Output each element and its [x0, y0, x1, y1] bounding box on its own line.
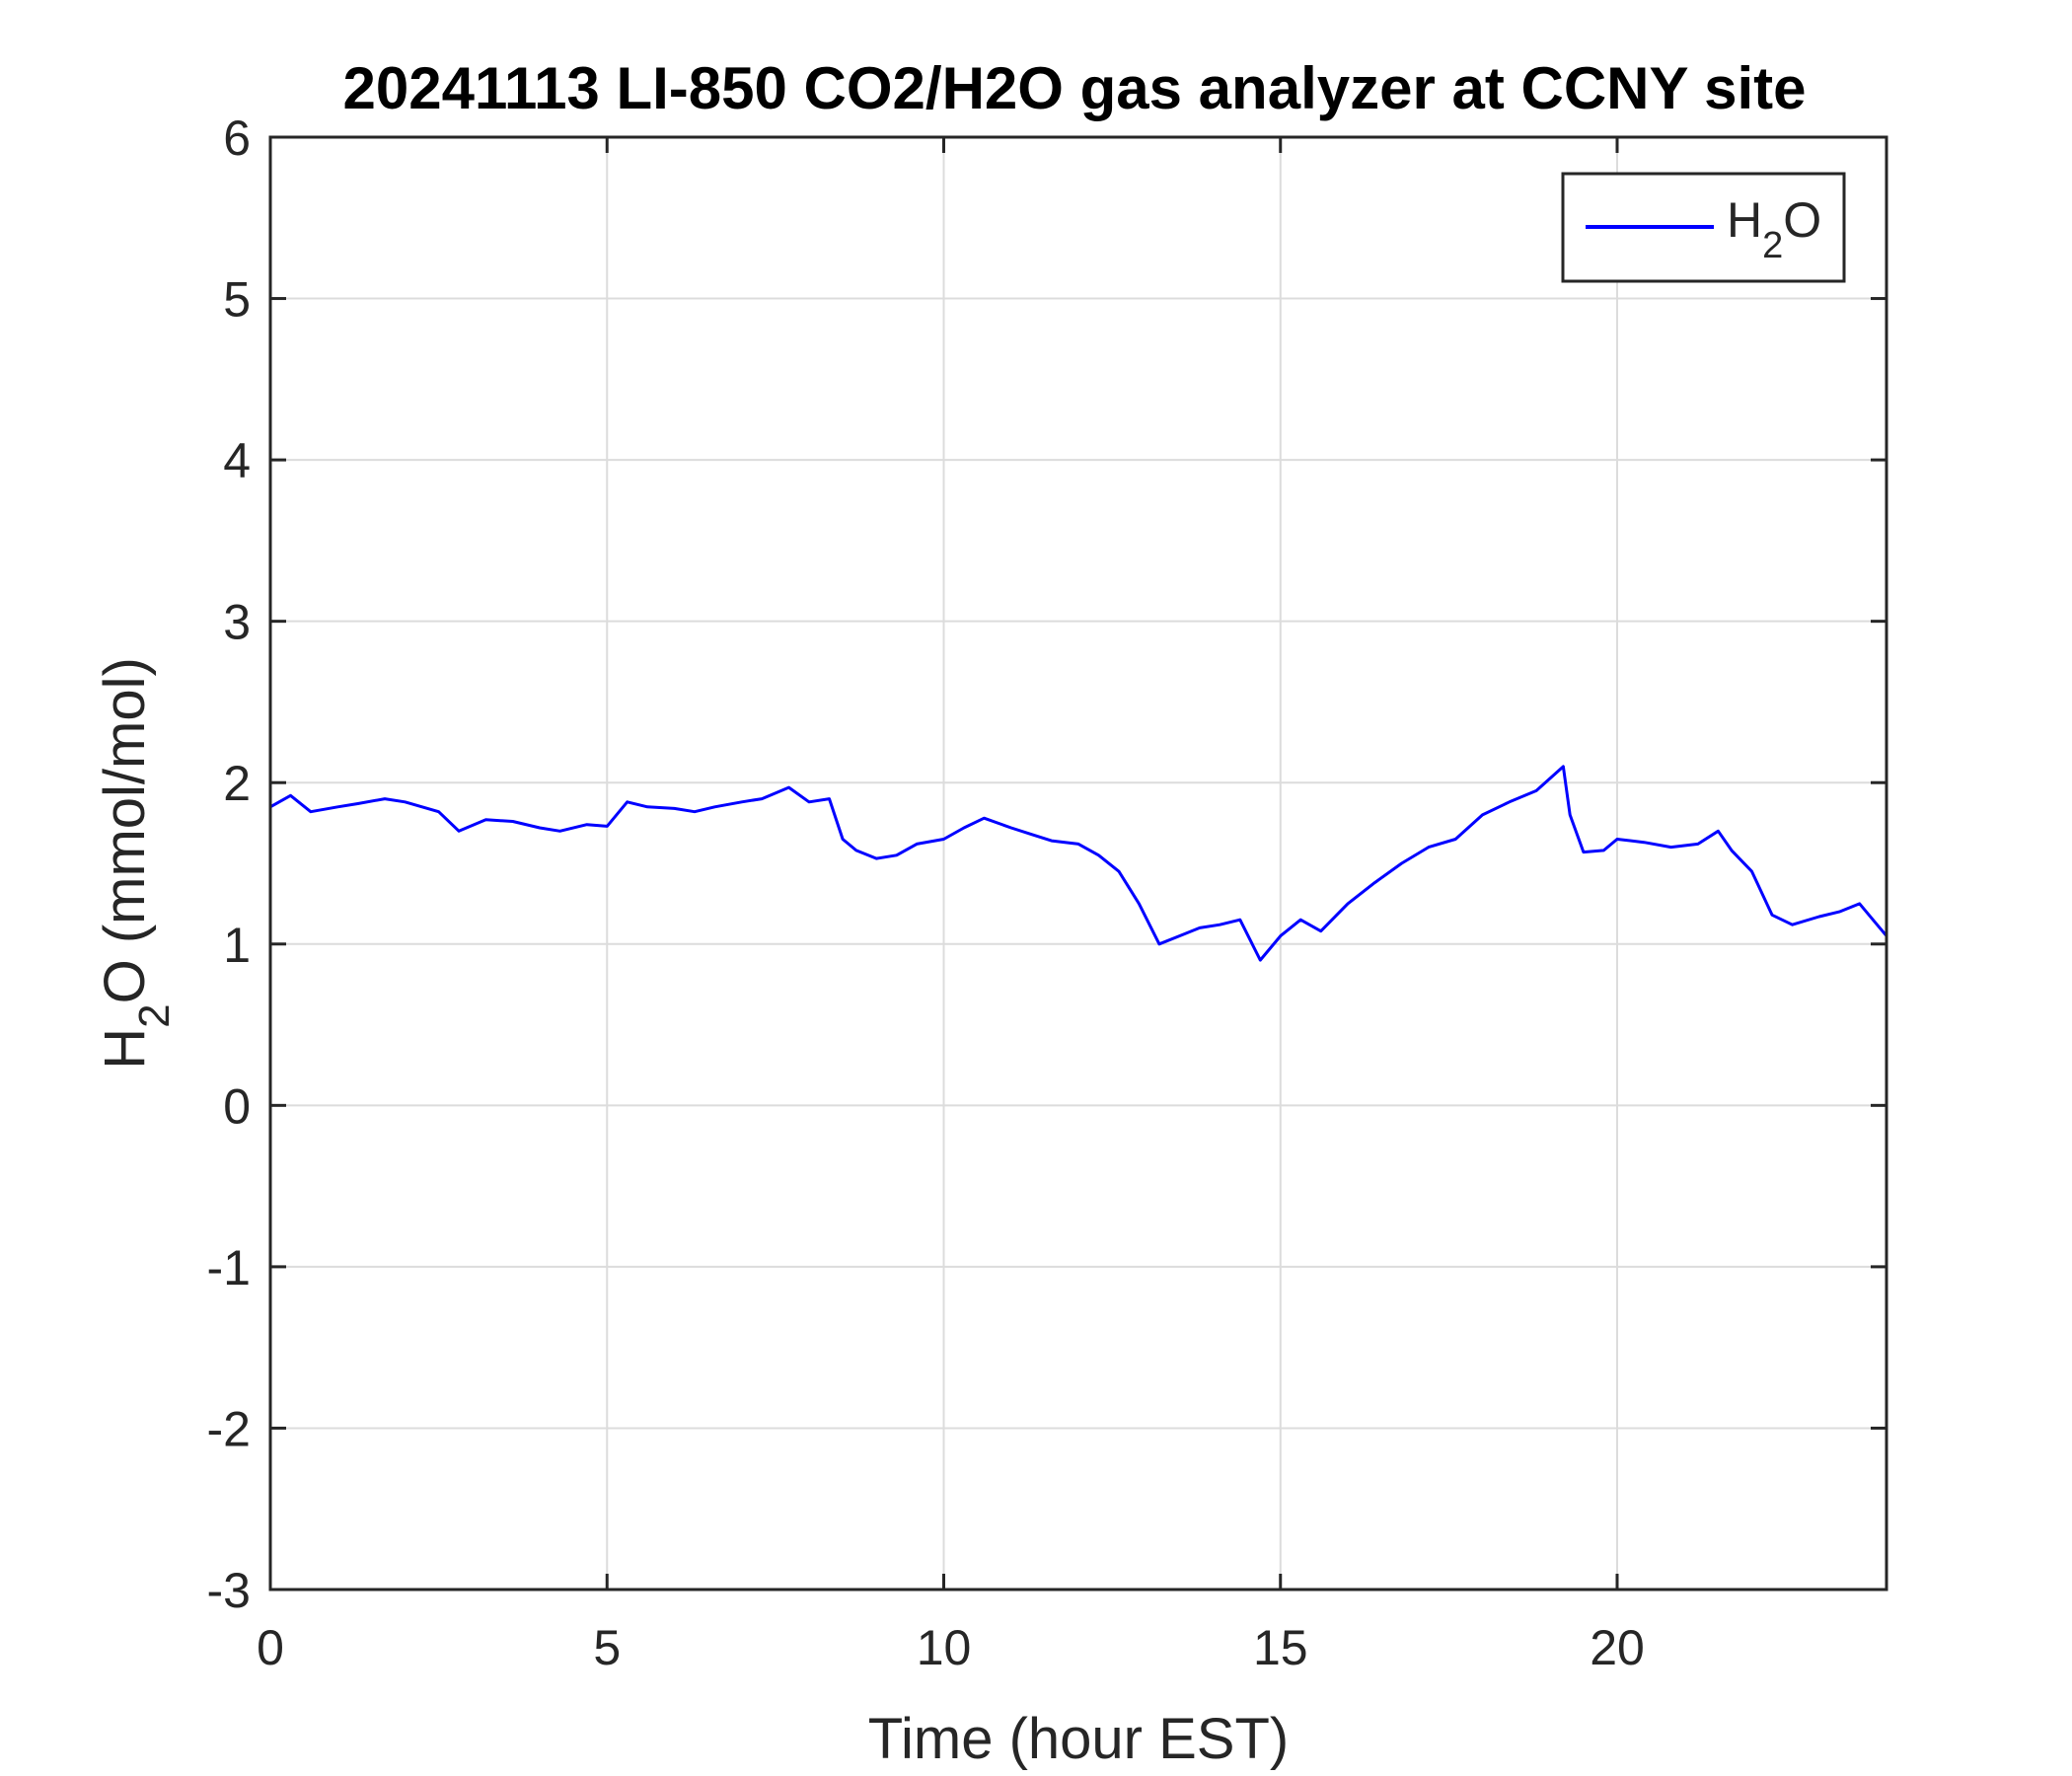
tick-marks — [268, 135, 1887, 1591]
x-tick-label: 10 — [917, 1620, 972, 1675]
y-tick-label: -2 — [207, 1401, 251, 1456]
y-tick-label: 6 — [223, 111, 251, 166]
y-tick-label: -3 — [207, 1563, 251, 1618]
axes-frame — [268, 135, 1888, 1591]
y-tick-label: 5 — [223, 272, 251, 328]
x-tick-label: 20 — [1590, 1620, 1645, 1675]
y-axis-label: H2O (mmol/mol) — [93, 657, 179, 1070]
legend: H2O — [1561, 172, 1846, 283]
plot-area — [269, 765, 1888, 962]
y-tick-label: -1 — [207, 1240, 251, 1295]
legend-entry-h2o: H2O — [1727, 192, 1821, 266]
x-tick-labels: 0 5 10 15 20 — [257, 1620, 1645, 1675]
x-tick-label: 15 — [1253, 1620, 1308, 1675]
series-line-h2o — [269, 765, 1888, 962]
chart-title: 20241113 LI-850 CO2/H2O gas analyzer at … — [342, 55, 1806, 121]
grid — [270, 137, 1887, 1590]
y-tick-labels: -3 -2 -1 0 1 2 3 4 5 6 — [207, 111, 251, 1618]
x-tick-label: 5 — [593, 1620, 621, 1675]
y-tick-label: 1 — [223, 918, 251, 973]
y-tick-label: 0 — [223, 1078, 251, 1134]
y-tick-label: 3 — [223, 595, 251, 650]
y-tick-label: 4 — [223, 433, 251, 488]
x-axis-label: Time (hour EST) — [868, 1707, 1289, 1771]
x-tick-label: 0 — [257, 1620, 284, 1675]
y-tick-label: 2 — [223, 756, 251, 811]
